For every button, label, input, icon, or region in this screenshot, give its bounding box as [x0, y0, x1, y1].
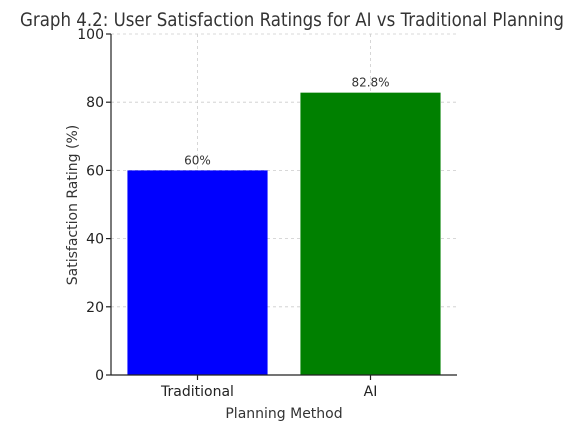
y-ticks: 0 20 40 60 80 100	[77, 27, 111, 384]
bar-ai	[300, 92, 441, 375]
bar-traditional	[127, 170, 268, 375]
x-tick-label: AI	[364, 384, 378, 400]
y-tick-label: 20	[86, 300, 104, 316]
y-tick-label: 0	[95, 368, 104, 384]
x-axis-label: Planning Method	[225, 406, 342, 422]
data-labels: 60% 82.8%	[184, 76, 389, 168]
y-tick-label: 100	[77, 27, 104, 43]
data-label: 82.8%	[351, 76, 389, 90]
y-tick-label: 40	[86, 232, 104, 248]
bars	[127, 92, 441, 375]
x-tick-label: Traditional	[160, 384, 234, 400]
y-axis-label: Satisfaction Rating (%)	[65, 125, 81, 285]
chart-title: Graph 4.2: User Satisfaction Ratings for…	[20, 9, 564, 31]
y-tick-label: 80	[86, 95, 104, 111]
x-ticks: Traditional AI	[160, 375, 377, 400]
data-label: 60%	[184, 153, 211, 167]
y-tick-label: 60	[86, 163, 104, 179]
